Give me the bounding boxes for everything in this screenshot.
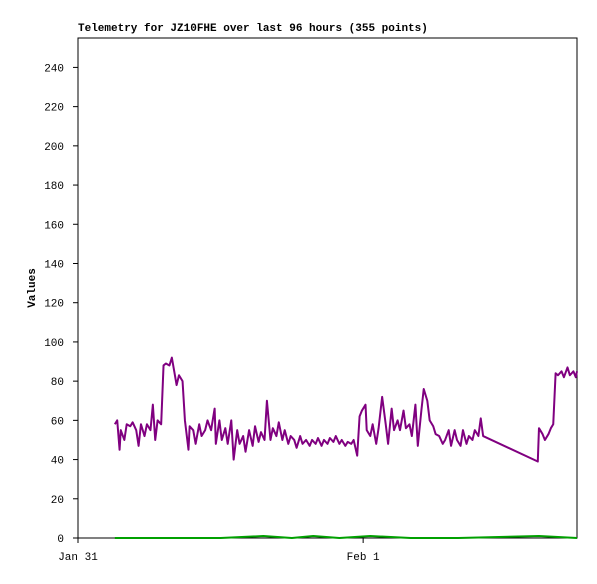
y-tick-label: 200 — [44, 142, 64, 154]
y-tick-label: 20 — [51, 495, 64, 507]
y-tick-label: 0 — [57, 534, 64, 546]
series-line — [113, 356, 578, 463]
y-tick-label: 100 — [44, 338, 64, 350]
y-tick-label: 120 — [44, 299, 64, 311]
y-tick-label: 40 — [51, 456, 64, 468]
y-tick-label: 220 — [44, 103, 64, 115]
chart-title: Telemetry for JZ10FHE over last 96 hours… — [78, 23, 428, 35]
y-tick-label: 240 — [44, 63, 64, 75]
series-line — [114, 535, 578, 539]
y-tick-label: 140 — [44, 259, 64, 271]
y-tick-label: 60 — [51, 416, 64, 428]
y-tick-label: 160 — [44, 220, 64, 232]
y-tick-label: 180 — [44, 181, 64, 193]
x-tick-label: Feb 1 — [347, 552, 380, 564]
x-tick-label: Jan 31 — [58, 552, 98, 564]
y-axis-label: Values — [27, 268, 39, 308]
y-tick-label: 80 — [51, 377, 64, 389]
